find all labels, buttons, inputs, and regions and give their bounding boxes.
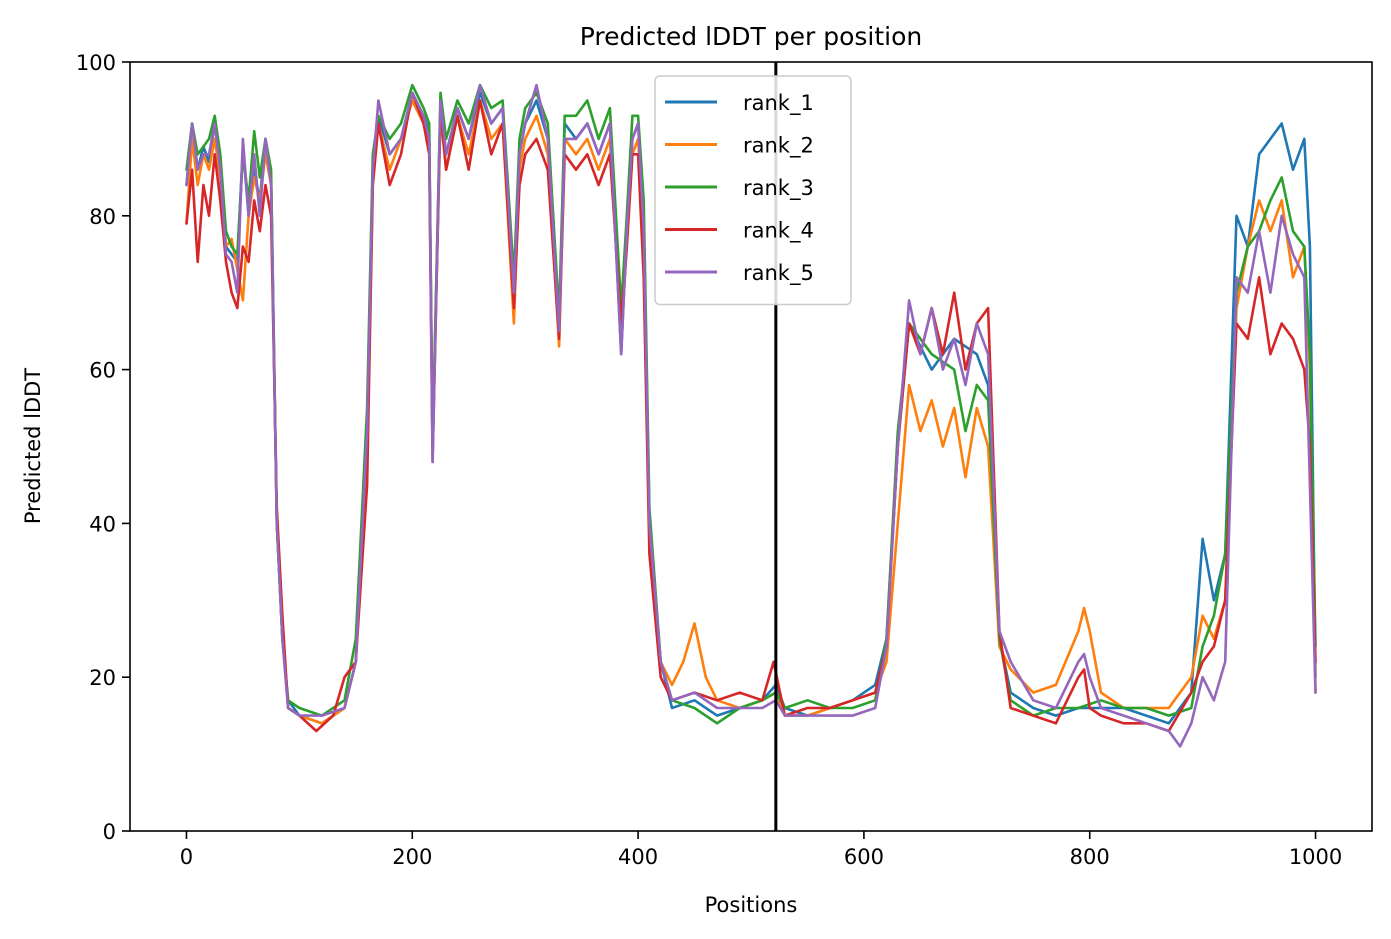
x-tick-label: 400 <box>618 845 658 869</box>
x-tick-label: 0 <box>180 845 193 869</box>
legend-box <box>654 75 852 306</box>
chart-title: Predicted lDDT per position <box>580 22 922 51</box>
y-tick-label: 20 <box>89 666 116 690</box>
y-tick-label: 80 <box>89 205 116 229</box>
x-tick-label: 800 <box>1070 845 1110 869</box>
legend-label-rank_2: rank_2 <box>743 134 814 159</box>
legend-label-rank_4: rank_4 <box>743 219 814 244</box>
x-axis-label: Positions <box>705 893 798 917</box>
y-tick-label: 100 <box>76 51 116 75</box>
series-group <box>185 62 1317 831</box>
legend-label-rank_5: rank_5 <box>743 261 814 286</box>
x-tick-label: 600 <box>844 845 884 869</box>
legend: rank_1 rank_2 rank_3 rank_4 rank_5 <box>654 75 852 306</box>
legend-label-rank_1: rank_1 <box>743 91 814 116</box>
y-tick-label: 0 <box>103 820 116 844</box>
x-tick-label: 200 <box>392 845 432 869</box>
axes-frame <box>129 61 1373 832</box>
series-line-rank_5 <box>185 83 1317 748</box>
x-tick-label: 1000 <box>1289 845 1342 869</box>
legend-label-rank_3: rank_3 <box>743 176 814 201</box>
y-tick-label: 40 <box>89 512 116 536</box>
y-axis-label: Predicted lDDT <box>21 368 45 524</box>
plot-area: 0 200 400 600 800 1000020406080100rank_1rank_… <box>76 51 1373 869</box>
y-tick-label: 60 <box>89 359 116 383</box>
